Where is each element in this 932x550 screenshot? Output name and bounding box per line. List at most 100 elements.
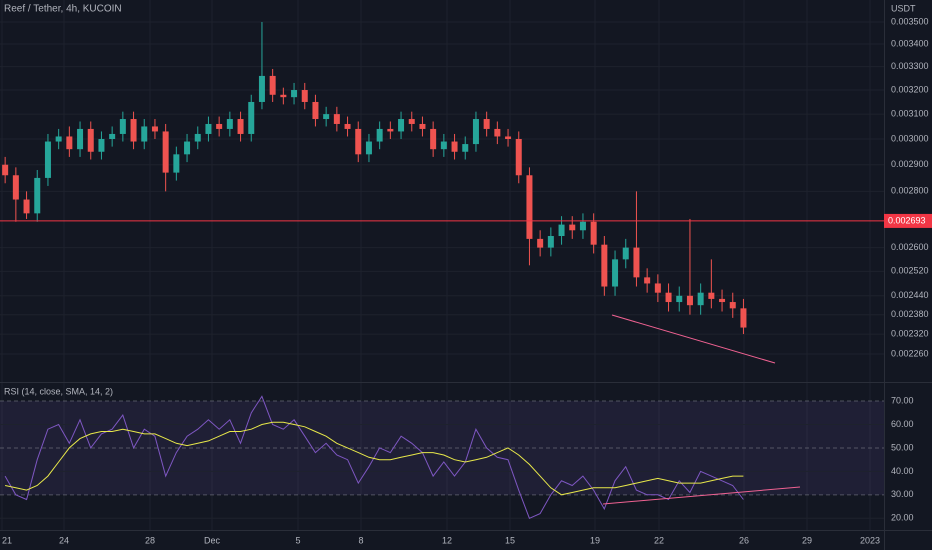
y-tick-label: 40.00 — [891, 466, 914, 476]
candle-body — [633, 247, 640, 278]
y-tick-label: 20.00 — [891, 513, 914, 523]
candle-body — [601, 244, 608, 287]
candle-body — [55, 136, 62, 142]
candle-body — [526, 175, 533, 239]
x-tick-label: 24 — [59, 535, 69, 545]
candle-body — [665, 292, 672, 303]
candle-body — [483, 119, 490, 129]
candle-body — [109, 133, 116, 139]
y-tick-label: 0.002380 — [891, 309, 929, 319]
candle-body — [280, 94, 287, 98]
x-tick-label: 8 — [358, 535, 363, 545]
candle-body — [173, 154, 180, 173]
candle-body — [87, 128, 94, 152]
candle-body — [162, 131, 169, 173]
candle-body — [130, 119, 137, 142]
y-tick-label: 0.002440 — [891, 290, 929, 300]
candle-body — [729, 302, 736, 309]
candle-body — [740, 308, 747, 328]
candle-body — [226, 119, 233, 129]
candle-body — [205, 123, 212, 134]
candle-body — [376, 128, 383, 142]
candle-body — [258, 75, 265, 102]
x-tick-label: 28 — [145, 535, 155, 545]
trend-line — [611, 314, 776, 364]
candle-body — [515, 138, 522, 176]
candle-body — [301, 90, 308, 102]
candle-body — [676, 295, 683, 303]
candle-body — [708, 292, 715, 299]
y-tick-label: 0.003000 — [891, 133, 929, 143]
x-tick-label: 29 — [802, 535, 812, 545]
candle-body — [333, 114, 340, 124]
candle-body — [2, 164, 9, 176]
candle-body — [697, 292, 704, 306]
x-tick-label: 2023 — [860, 535, 880, 545]
candle-body — [77, 128, 84, 150]
price-label-box — [884, 213, 932, 228]
x-tick-label: Dec — [204, 535, 221, 545]
series-line — [4, 395, 744, 519]
y-tick-label: 60.00 — [891, 419, 914, 429]
candle-body — [558, 224, 565, 237]
y-tick-label: 0.002800 — [891, 186, 929, 196]
candle-body — [184, 141, 191, 155]
candle-body — [612, 259, 619, 287]
y-tick-label: 0.002320 — [891, 328, 929, 338]
candle-body — [462, 144, 469, 152]
candle-body — [569, 224, 576, 231]
candle-body — [98, 138, 105, 152]
y-tick-label: 50.00 — [891, 442, 914, 452]
candle-body — [419, 123, 426, 129]
candle-body — [291, 90, 298, 98]
candle-body — [719, 298, 726, 303]
x-tick-label: 5 — [295, 535, 300, 545]
y-tick-label: 0.003300 — [891, 61, 929, 71]
y-tick-label: 0.003500 — [891, 16, 929, 26]
y-tick-label: 70.00 — [891, 395, 914, 405]
grid — [0, 0, 884, 530]
candle-body — [355, 128, 362, 155]
trend-line — [602, 486, 801, 505]
y-tick-label: 0.003400 — [891, 38, 929, 48]
candle-body — [34, 177, 41, 214]
x-tick-label: 21 — [2, 535, 12, 545]
candle-body — [66, 136, 73, 150]
y-tick-label: 30.00 — [891, 489, 914, 499]
series-line — [4, 421, 744, 496]
candle-body — [686, 295, 693, 306]
x-tick-label: 26 — [739, 535, 749, 545]
marks — [0, 22, 884, 519]
candle-body — [440, 141, 447, 150]
candle-body — [579, 221, 586, 231]
candle-body — [151, 126, 158, 132]
candle-body — [644, 277, 651, 284]
candle-body — [387, 128, 394, 132]
candle-body — [12, 175, 19, 200]
candle-body — [237, 119, 244, 134]
candle-body — [365, 141, 372, 155]
candle-body — [344, 123, 351, 129]
candle-body — [505, 136, 512, 139]
y-tick-label: 0.002520 — [891, 266, 929, 276]
candle-body — [494, 128, 501, 137]
x-tick-label: 15 — [505, 535, 515, 545]
price-label: 0.002693 — [888, 215, 926, 225]
x-tick-label: 22 — [654, 535, 664, 545]
candle-body — [654, 283, 661, 293]
candle-body — [622, 247, 629, 260]
y-tick-label: 0.002900 — [891, 159, 929, 169]
candle-body — [590, 221, 597, 245]
candle-body — [312, 101, 319, 120]
y-tick-label: 0.003100 — [891, 108, 929, 118]
indicator-title: RSI (14, close, SMA, 14, 2) — [4, 386, 113, 396]
candle-body — [141, 126, 148, 142]
candle-body — [44, 141, 51, 178]
candle-body — [248, 101, 255, 134]
candle-body — [269, 75, 276, 95]
candle-body — [430, 128, 437, 150]
chart-title: Reef / Tether, 4h, KUCOIN — [4, 4, 122, 15]
candle-body — [408, 119, 415, 124]
candle-body — [451, 141, 458, 152]
